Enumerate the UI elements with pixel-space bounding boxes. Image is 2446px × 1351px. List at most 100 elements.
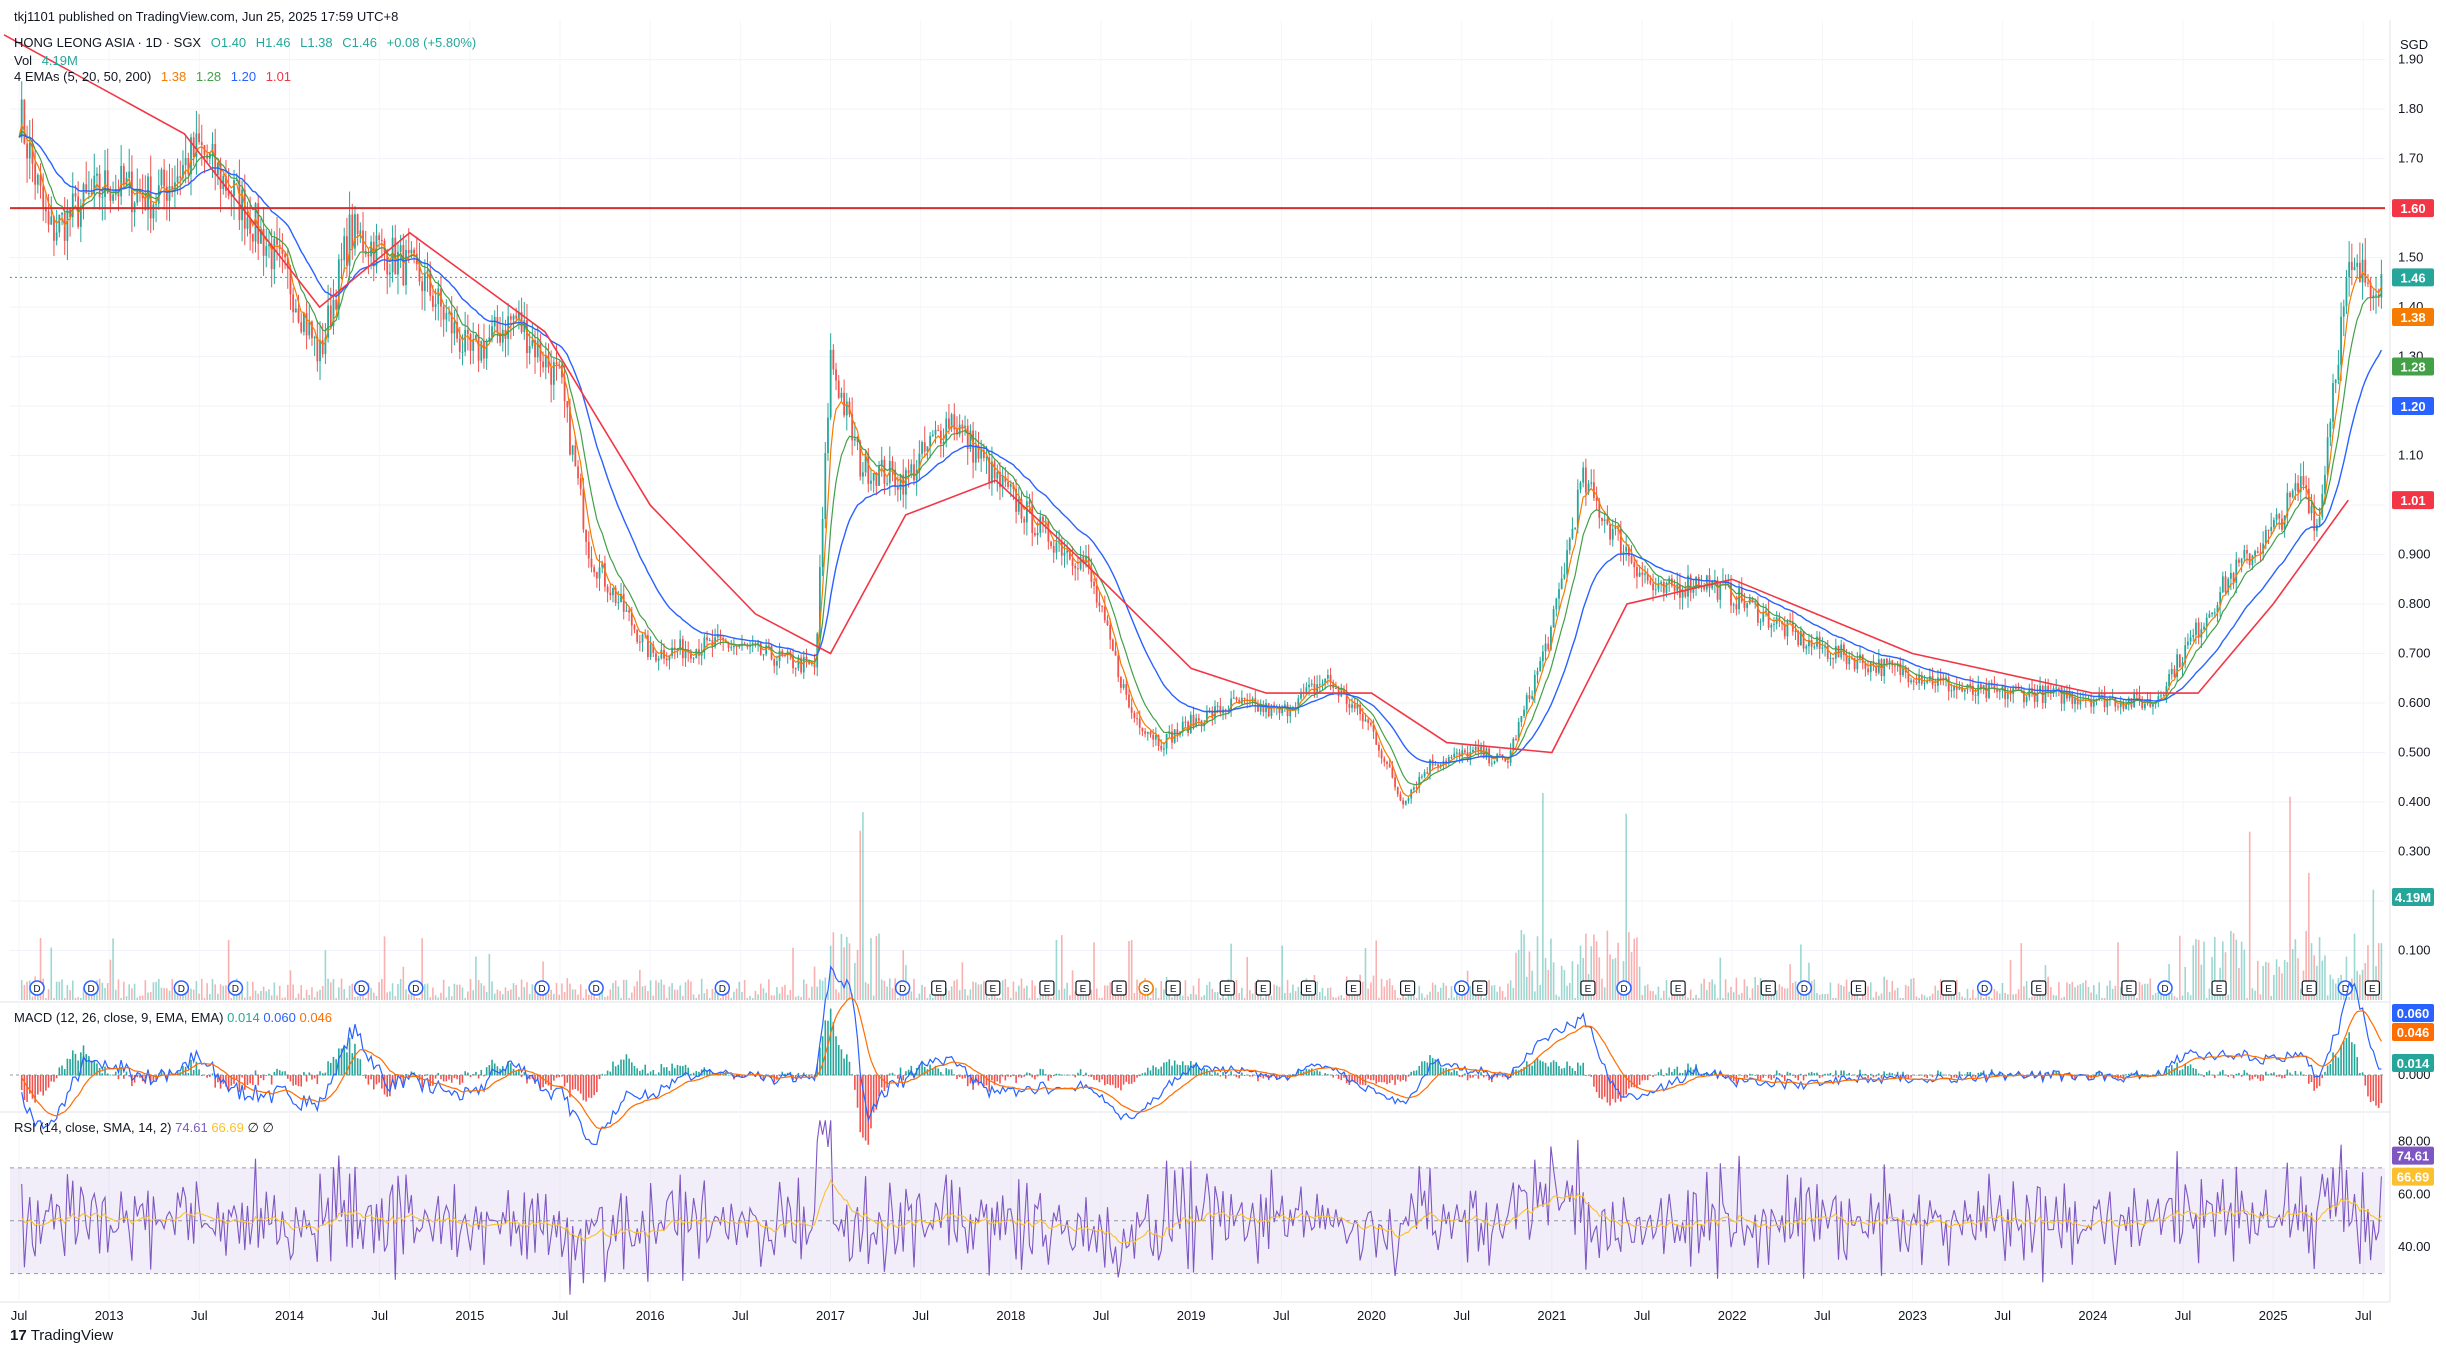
volume-bar bbox=[1214, 992, 1216, 1000]
candle bbox=[1813, 646, 1816, 648]
volume-bar bbox=[195, 980, 198, 1000]
candle bbox=[1902, 667, 1904, 676]
candle bbox=[915, 470, 918, 481]
candle bbox=[840, 392, 843, 398]
candle bbox=[319, 339, 321, 362]
volume-bar bbox=[2310, 943, 2313, 1000]
volume-bar bbox=[2256, 960, 2259, 1000]
dividend-icon bbox=[83, 980, 99, 996]
macd-hist-bar bbox=[743, 1075, 746, 1078]
macd-hist-bar bbox=[1843, 1070, 1845, 1076]
volume-bar bbox=[1646, 984, 1649, 1000]
volume-bar bbox=[2267, 962, 2270, 1000]
candle bbox=[810, 663, 813, 665]
macd-hist-bar bbox=[1120, 1075, 1122, 1091]
macd-hist-bar bbox=[859, 1075, 862, 1133]
macd-hist-bar bbox=[1786, 1071, 1789, 1076]
candle bbox=[246, 217, 249, 229]
volume-bar bbox=[827, 992, 829, 1000]
macd-hist-bar bbox=[458, 1075, 461, 1085]
candle bbox=[1122, 684, 1125, 688]
volume-bar bbox=[1157, 998, 1160, 1000]
candle bbox=[1619, 529, 1622, 554]
candle bbox=[1988, 684, 1990, 698]
price-tag: 1.28 bbox=[2392, 357, 2434, 376]
macd-hist-bar bbox=[1859, 1069, 1861, 1076]
volume-bar bbox=[730, 997, 733, 1000]
candle bbox=[1146, 731, 1149, 734]
candle bbox=[192, 137, 195, 158]
macd-hist-bar bbox=[1439, 1067, 1442, 1076]
candle bbox=[2307, 488, 2310, 514]
macd-hist-bar bbox=[888, 1073, 891, 1076]
macd-hist-bar bbox=[1953, 1075, 1955, 1078]
dividend-icon bbox=[534, 980, 550, 996]
volume-bar bbox=[2200, 964, 2203, 1000]
candle bbox=[1230, 698, 1233, 711]
candle bbox=[1106, 620, 1109, 626]
volume-bar bbox=[1195, 994, 1197, 1000]
macd-hist-bar bbox=[1630, 1075, 1633, 1088]
volume-bar bbox=[609, 989, 612, 1000]
volume-bar bbox=[1988, 996, 1990, 1000]
candle bbox=[243, 189, 246, 229]
macd-hist-bar bbox=[1864, 1073, 1867, 1076]
macd-hist-bar bbox=[1547, 1066, 1550, 1076]
macd-hist-bar bbox=[402, 1075, 405, 1087]
candle bbox=[1163, 748, 1165, 750]
macd-hist-bar bbox=[1214, 1071, 1216, 1076]
candle bbox=[1399, 794, 1402, 801]
volume-bar bbox=[797, 995, 800, 1000]
volume-bar bbox=[1388, 978, 1391, 1000]
volume-bar bbox=[1566, 985, 1568, 1000]
candle bbox=[571, 445, 574, 455]
volume-bar bbox=[888, 978, 891, 1000]
candle bbox=[200, 142, 203, 146]
tradingview-brand[interactable]: 17 TradingView bbox=[10, 1327, 113, 1344]
candle bbox=[1894, 665, 1896, 667]
macd-hist-bar bbox=[2119, 1075, 2122, 1078]
event-letter: E bbox=[2369, 984, 2376, 995]
event-letter: E bbox=[935, 984, 942, 995]
candle bbox=[1418, 776, 1421, 788]
macd-hist-bar bbox=[1313, 1071, 1316, 1076]
candle bbox=[1364, 719, 1367, 722]
volume-bar bbox=[1273, 984, 1275, 1000]
event-marker-d: D bbox=[1796, 980, 1813, 996]
volume-bar bbox=[2176, 997, 2178, 1000]
candle bbox=[2286, 492, 2289, 516]
volume-bar bbox=[2068, 983, 2071, 1000]
candle bbox=[2358, 262, 2361, 283]
macd-hist-bar bbox=[620, 1059, 622, 1076]
event-letter: E bbox=[2216, 984, 2223, 995]
candle bbox=[1469, 752, 1472, 761]
candle bbox=[485, 341, 488, 359]
macd-hist-bar bbox=[961, 1075, 964, 1079]
macd-hist-bar bbox=[652, 1069, 655, 1076]
candle bbox=[880, 459, 883, 466]
macd-hist-bar bbox=[1555, 1061, 1558, 1076]
macd-hist-bar bbox=[1227, 1075, 1230, 1076]
macd-hist-bar bbox=[612, 1061, 614, 1076]
candle bbox=[590, 558, 593, 568]
volume-bar bbox=[1504, 997, 1507, 1000]
candle bbox=[249, 217, 252, 234]
candle bbox=[625, 610, 628, 612]
candle bbox=[1128, 694, 1130, 708]
candle bbox=[480, 340, 483, 361]
macd-hist-bar bbox=[657, 1072, 660, 1076]
candle bbox=[2302, 476, 2305, 486]
volume-bar bbox=[1883, 976, 1885, 1000]
candle bbox=[1283, 704, 1286, 708]
macd-hist-bar bbox=[1450, 1072, 1453, 1076]
candle bbox=[297, 308, 300, 323]
volume-bar bbox=[1249, 990, 1251, 1000]
candle bbox=[2248, 553, 2251, 565]
candle bbox=[405, 250, 407, 286]
macd-hist-bar bbox=[966, 1075, 969, 1087]
macd-hist-bar bbox=[1485, 1075, 1488, 1077]
volume-bar bbox=[1835, 998, 1837, 1000]
macd-hist-bar bbox=[1945, 1074, 1947, 1076]
macd-hist-bar bbox=[1184, 1065, 1187, 1076]
